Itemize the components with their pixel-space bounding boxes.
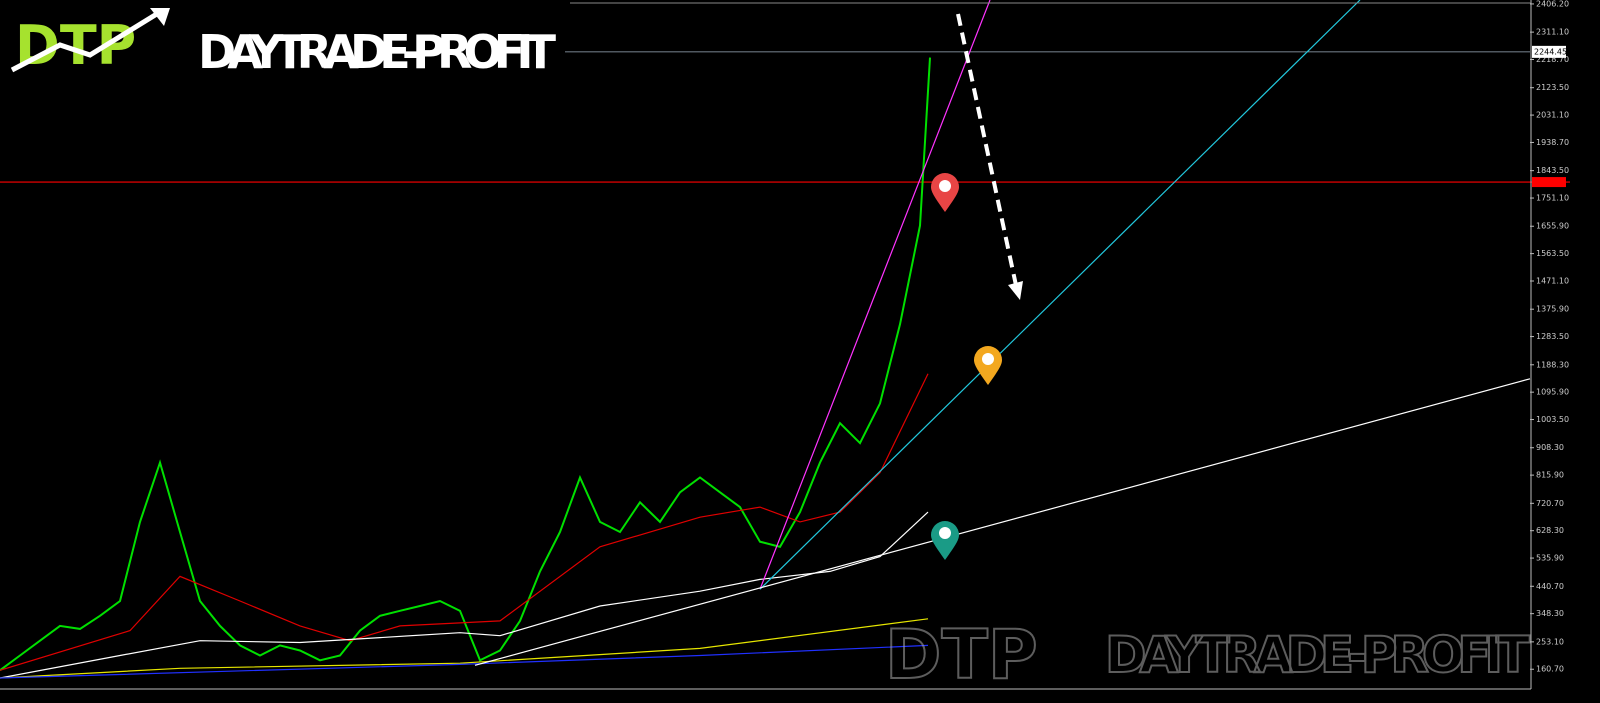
- series-line: [0, 57, 931, 672]
- series-line: [759, 0, 991, 590]
- logo-arrowhead: [150, 8, 170, 26]
- series-line: [0, 644, 929, 679]
- logo-arrow: [10, 9, 162, 73]
- y-tick-label: 2218.70: [1536, 55, 1569, 64]
- series-line: [0, 511, 929, 679]
- level-tag: [1532, 177, 1566, 188]
- y-tick-label: 1471.10: [1536, 276, 1569, 285]
- logo: DTP DAYTRADE-PROFIT: [0, 0, 565, 79]
- y-tick-label: 2406.20: [1536, 0, 1569, 8]
- y-tick-label: 1843.50: [1536, 166, 1569, 175]
- series-line: [0, 618, 929, 679]
- pin-dot: [939, 180, 951, 192]
- pin: [931, 173, 959, 212]
- y-tick-label: 1655.90: [1536, 222, 1569, 231]
- y-tick-label: 1003.50: [1536, 415, 1569, 424]
- y-tick-label: 2031.10: [1536, 111, 1569, 120]
- y-tick-label: 1938.70: [1536, 138, 1569, 147]
- y-tick-label: 908.30: [1536, 443, 1564, 452]
- y-tick-label: 2311.10: [1536, 28, 1569, 37]
- pin-dot: [982, 353, 994, 365]
- y-tick-label: 1188.30: [1536, 360, 1569, 369]
- watermark-text: DAYTRADE-PROFIT: [1105, 626, 1530, 684]
- price-label: 2244.45: [1534, 47, 1567, 56]
- y-tick-label: 2123.50: [1536, 83, 1569, 92]
- y-tick-label: 720.70: [1536, 499, 1564, 508]
- dashed-arrow: [956, 13, 1019, 291]
- y-tick-label: 1375.90: [1536, 305, 1569, 314]
- annotations: [931, 13, 1023, 560]
- series-line: [759, 0, 1361, 590]
- y-tick-label: 1563.50: [1536, 249, 1569, 258]
- y-tick-label: 1095.90: [1536, 388, 1569, 397]
- series-line: [0, 373, 929, 671]
- logo-mark: DTP: [15, 14, 136, 77]
- series-line: [474, 378, 1531, 666]
- y-tick-label: 628.30: [1536, 526, 1564, 535]
- y-tick-label: 348.30: [1536, 609, 1564, 618]
- y-tick-label: 253.10: [1536, 637, 1564, 646]
- pin: [931, 521, 959, 560]
- y-tick-label: 160.70: [1536, 665, 1564, 674]
- watermark-mark: DTP: [885, 616, 1038, 695]
- watermark: DTP DAYTRADE-PROFIT: [884, 615, 1531, 696]
- pin-dot: [939, 527, 951, 539]
- y-tick-label: 440.70: [1536, 582, 1564, 591]
- pin: [974, 346, 1002, 385]
- y-tick-label: 1751.10: [1536, 194, 1569, 203]
- logo-box: [0, 0, 565, 78]
- arrowhead: [1008, 281, 1023, 300]
- logo-text: DAYTRADE-PROFIT: [198, 25, 557, 79]
- y-tick-label: 535.90: [1536, 554, 1564, 563]
- y-tick-label: 815.90: [1536, 471, 1564, 480]
- price-tag: [1532, 45, 1566, 58]
- y-tick-label: 1283.50: [1536, 332, 1569, 341]
